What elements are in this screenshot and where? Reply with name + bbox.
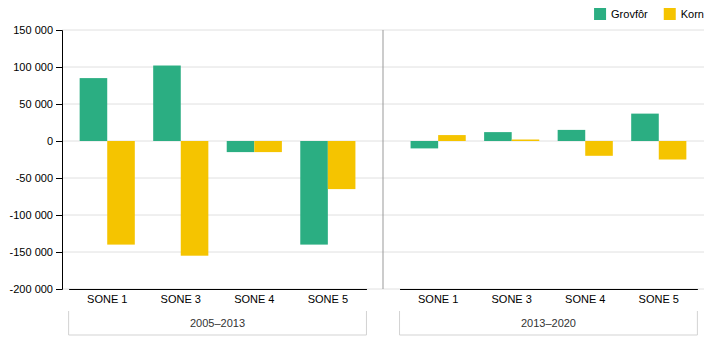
tick-label: 150 000	[13, 24, 53, 36]
legend: Grovfôr Korn	[594, 8, 704, 20]
tick: 100 000	[13, 61, 62, 73]
tick-label: -200 000	[10, 283, 53, 295]
tick-mark	[56, 215, 62, 216]
tick-label: SONE 5	[639, 293, 679, 305]
tick-mark	[56, 141, 62, 142]
tick: 0	[47, 135, 62, 147]
series	[80, 66, 659, 245]
legend-item: Grovfôr	[594, 8, 648, 20]
tick-label: 0	[47, 135, 53, 147]
legend-label: Grovfôr	[611, 8, 648, 20]
bar	[631, 114, 659, 141]
axis-line	[56, 31, 63, 290]
tick: -100 000	[10, 209, 62, 221]
tick-mark	[56, 252, 62, 253]
tick-label: -100 000	[10, 209, 53, 221]
legend-label: Korn	[681, 8, 704, 20]
tick-label: SONE 4	[565, 293, 605, 305]
tick-label: SONE 3	[492, 293, 532, 305]
axis-line	[69, 289, 367, 290]
period-separator	[383, 30, 384, 289]
legend-swatch	[594, 8, 606, 20]
tick: -150 000	[10, 246, 62, 258]
tick: SONE 5	[639, 293, 679, 305]
chart: -200 000 -150 000 -100 000 -50 000 0 50 000 10…	[0, 0, 719, 341]
bar	[659, 141, 687, 160]
period-box	[400, 311, 698, 335]
tick-label: 100 000	[13, 61, 53, 73]
bar	[227, 141, 255, 152]
bar	[328, 141, 356, 189]
bar	[107, 141, 135, 245]
tick: -50 000	[16, 172, 62, 184]
y-axis: -200 000 -150 000 -100 000 -50 000 0 50 000 10…	[10, 24, 63, 295]
tick: SONE 4	[565, 293, 605, 305]
plot: -200 000 -150 000 -100 000 -50 000 0 50 000 10…	[10, 24, 704, 335]
tick-mark	[56, 289, 62, 290]
tick-label: -150 000	[10, 246, 53, 258]
x-axis: SONE 1 SONE 3 SONE 4 SONE 5	[400, 290, 698, 305]
tick-mark	[56, 104, 62, 105]
x-axis: SONE 1 SONE 3 SONE 4 SONE 5	[69, 290, 367, 305]
bar	[300, 141, 328, 245]
tick-label: SONE 1	[87, 293, 127, 305]
period-label: 2005–2013	[190, 317, 245, 329]
tick-mark	[56, 30, 62, 31]
bar	[512, 140, 540, 141]
tick: SONE 4	[234, 293, 274, 305]
bar	[558, 130, 586, 141]
tick-label: SONE 5	[308, 293, 348, 305]
bar	[484, 132, 512, 141]
tick-label: SONE 3	[161, 293, 201, 305]
tick: SONE 1	[87, 293, 127, 305]
tick: 150 000	[13, 24, 62, 36]
tick: 50 000	[19, 98, 62, 110]
bar	[80, 78, 108, 141]
tick-label: -50 000	[16, 172, 53, 184]
period-labels: 2005–2013 2013–2020	[69, 311, 698, 335]
bar	[254, 141, 282, 152]
period-label: 2013–2020	[521, 317, 576, 329]
tick-label: 50 000	[19, 98, 53, 110]
tick-mark	[56, 178, 62, 179]
bar	[181, 141, 209, 256]
period-box	[69, 311, 367, 335]
legend-item: Korn	[664, 8, 704, 20]
tick: SONE 1	[418, 293, 458, 305]
bar	[153, 66, 181, 141]
legend-swatch	[664, 8, 676, 20]
tick: SONE 3	[492, 293, 532, 305]
tick-label: SONE 1	[418, 293, 458, 305]
tick: SONE 3	[161, 293, 201, 305]
tick-label: SONE 4	[234, 293, 274, 305]
grid	[62, 30, 704, 289]
tick: SONE 5	[308, 293, 348, 305]
axis-line	[400, 289, 698, 290]
bar	[411, 141, 439, 148]
bar	[585, 141, 613, 156]
tick-mark	[56, 67, 62, 68]
bar	[438, 135, 466, 141]
series	[107, 135, 686, 256]
tick: -200 000	[10, 283, 62, 295]
